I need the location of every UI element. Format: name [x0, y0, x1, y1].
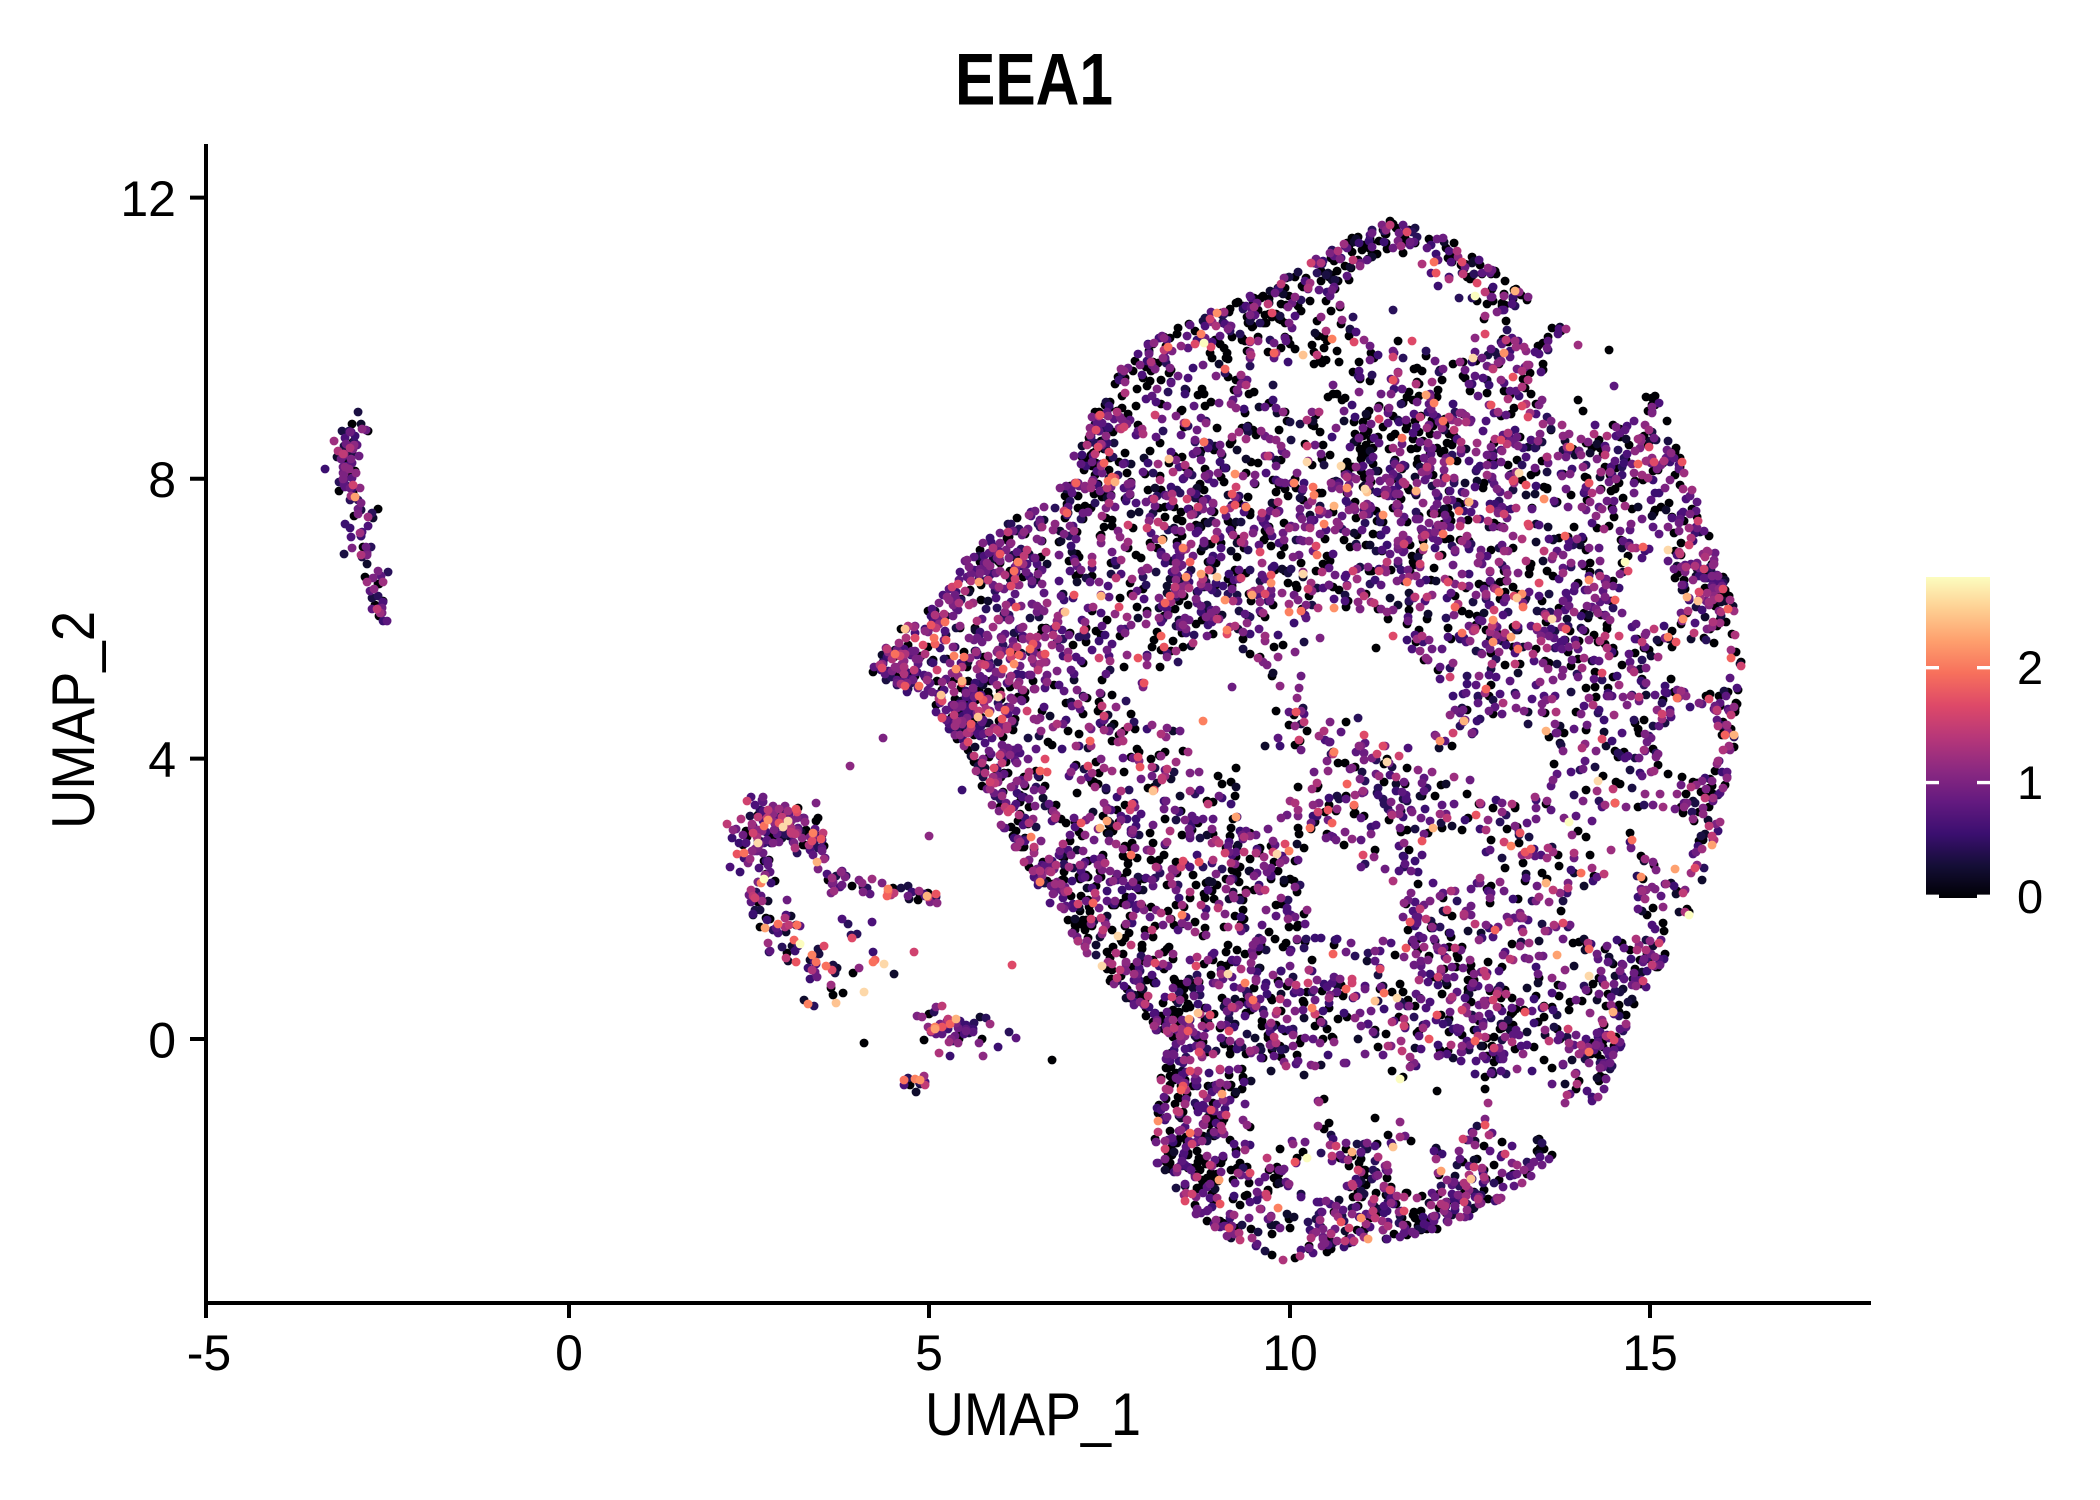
svg-text:10: 10 [1262, 1325, 1318, 1381]
svg-text:8: 8 [148, 452, 176, 508]
svg-text:2: 2 [2017, 641, 2043, 694]
svg-text:12: 12 [120, 171, 176, 227]
svg-text:EEA1: EEA1 [955, 40, 1113, 121]
svg-text:15: 15 [1622, 1325, 1678, 1381]
svg-text:0: 0 [2017, 870, 2043, 923]
svg-text:UMAP_2: UMAP_2 [40, 611, 107, 829]
svg-text:-5: -5 [187, 1325, 231, 1381]
svg-text:5: 5 [915, 1325, 943, 1381]
svg-text:UMAP_1: UMAP_1 [925, 1381, 1141, 1448]
svg-text:0: 0 [555, 1325, 583, 1381]
svg-text:4: 4 [148, 732, 176, 788]
svg-text:1: 1 [2017, 756, 2043, 809]
svg-text:0: 0 [148, 1013, 176, 1069]
